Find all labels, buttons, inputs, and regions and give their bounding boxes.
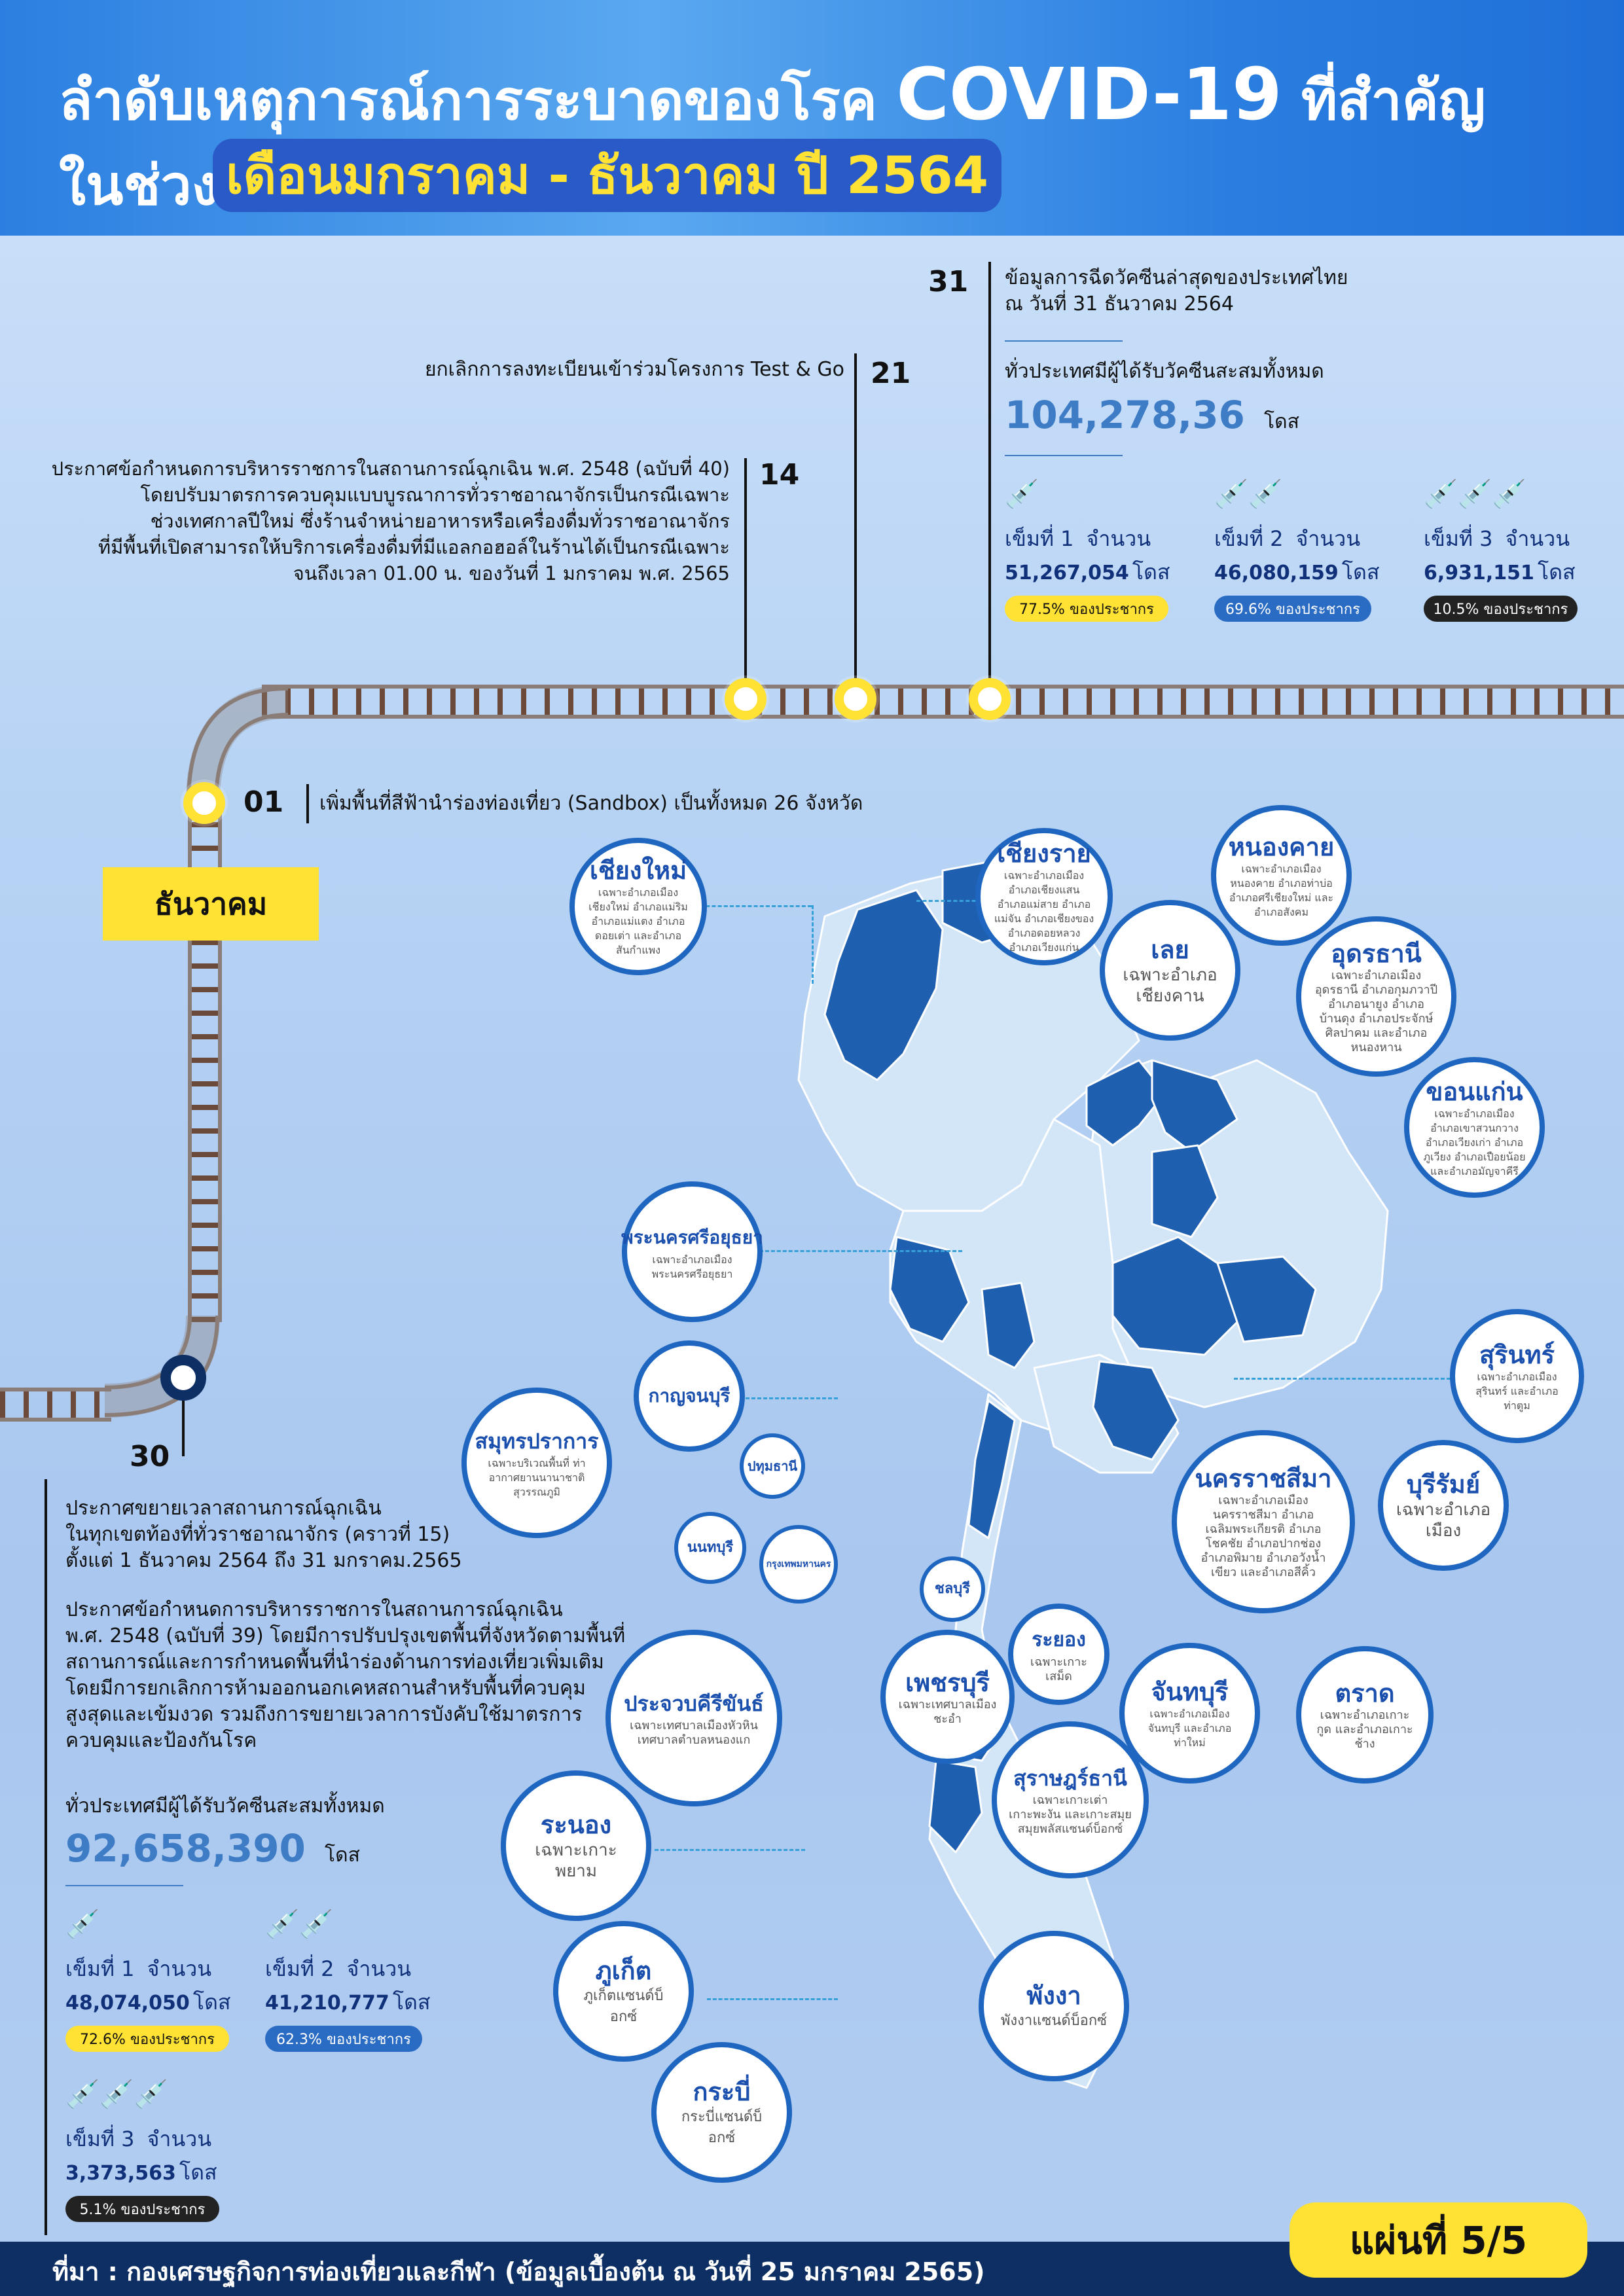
event-31-rule-2 bbox=[1005, 455, 1123, 456]
event-30-rule bbox=[65, 1885, 183, 1886]
province-phuket: ภูเก็ต ภูเก็ตแซนด์บ็อกซ์ bbox=[553, 1921, 694, 2062]
province-kanchanaburi: กาญจนบุรี bbox=[634, 1340, 745, 1452]
dose-block-30-1: 💉 เข็มที่ 1 จำนวน 48,074,050 โดส 72.6% ข… bbox=[65, 1908, 262, 2052]
event-21-text: ยกเลิกการลงทะเบียนเข้าร่วมโครงการ Test &… bbox=[424, 358, 844, 381]
event-31-rule bbox=[1005, 340, 1123, 342]
syringe-icon: 💉💉💉 bbox=[65, 2078, 168, 2110]
syringe-icon: 💉 bbox=[65, 1908, 100, 1940]
pct-badge: 72.6% ของประชากร bbox=[65, 2026, 229, 2052]
event-14-line bbox=[744, 458, 747, 694]
event-30-line bbox=[182, 1401, 185, 1456]
event-30-day: 30 bbox=[130, 1440, 170, 1473]
event-01-line bbox=[306, 784, 309, 823]
event-01-day: 01 bbox=[244, 785, 284, 819]
connector bbox=[916, 900, 982, 902]
province-rayong: ระยอง เฉพาะเกาะเสม็ด bbox=[1008, 1604, 1110, 1705]
event-01-marker bbox=[183, 782, 225, 824]
dose-block-30-2: 💉💉 เข็มที่ 2 จำนวน 41,210,777 โดส 62.3% … bbox=[265, 1908, 461, 2052]
province-chiangrai: เชียงราย เฉพาะอำเภอเมือง อำเภอเชียงแสน อำ… bbox=[975, 828, 1113, 965]
event-14-day: 14 bbox=[759, 458, 800, 492]
province-ayutthaya: พระนครศรีอยุธยา เฉพาะอำเภอเมือง พระนครศรี… bbox=[621, 1181, 763, 1322]
month-label: ธันวาคม bbox=[103, 867, 319, 941]
province-nonthaburi: นนทบุรี bbox=[674, 1512, 746, 1584]
page-title: ลำดับเหตุการณ์การระบาดของโรค COVID-19 ที… bbox=[59, 52, 1486, 136]
event-31-line bbox=[988, 262, 991, 694]
pct-badge: 5.1% ของประชากร bbox=[65, 2196, 219, 2222]
province-krabi: กระบี่ กระบี่แซนด์บ็อกซ์ bbox=[651, 2042, 792, 2183]
province-trat: ตราด เฉพาะอำเภอเกาะกูด และอำเภอเกาะช้าง bbox=[1296, 1646, 1434, 1784]
event-31-total-label: ทั่วประเทศมีผู้ได้รับวัคซีนสะสมทั้งหมด bbox=[1005, 360, 1324, 383]
period-prefix: ในช่วง bbox=[59, 153, 219, 217]
province-suratthani: สุราษฎร์ธานี เฉพาะเกาะเต่า เกาะพะงัน และเ… bbox=[992, 1721, 1149, 1878]
pct-badge: 62.3% ของประชากร bbox=[265, 2026, 422, 2052]
connector bbox=[655, 1849, 805, 1851]
connector bbox=[694, 905, 812, 907]
map-province-chanthaburi-trat bbox=[1092, 1360, 1180, 1461]
province-nakhonratchasima: นครราชสีมา เฉพาะอำเภอเมืองนครราชสีมา อำเภ… bbox=[1172, 1430, 1355, 1613]
dose-block-30-3: 💉💉💉 เข็มที่ 3 จำนวน 3,373,563 โดส 5.1% ข… bbox=[65, 2078, 262, 2222]
province-khonkaen: ขอนแก่น เฉพาะอำเภอเมือง อำเภอเขาสวนกวาง อ… bbox=[1404, 1057, 1545, 1198]
dose-block-31-3: 💉💉💉 เข็มที่ 3 จำนวน 6,931,151 โดส 10.5% … bbox=[1424, 478, 1620, 622]
connector bbox=[1234, 1378, 1456, 1380]
pct-badge: 10.5% ของประชากร bbox=[1424, 596, 1578, 622]
map-province-chiangmai bbox=[823, 889, 944, 1081]
period-pill: เดือนมกราคม - ธันวาคม ปี 2564 bbox=[213, 139, 1001, 212]
province-bangkok: กรุงเทพมหานคร bbox=[759, 1525, 838, 1604]
event-30-total-label: ทั่วประเทศมีผู้ได้รับวัคซีนสะสมทั้งหมด bbox=[65, 1795, 385, 1818]
connector bbox=[759, 1250, 962, 1252]
rail-track-top bbox=[262, 685, 1624, 719]
province-buriram: บุรีรัมย์ เฉพาะอำเภอเมือง bbox=[1378, 1440, 1509, 1571]
province-nongkhai: หนองคาย เฉพาะอำเภอเมืองหนองคาย อำเภอท่าบ่… bbox=[1211, 805, 1352, 946]
sheet-number: แผ่นที่ 5/5 bbox=[1290, 2202, 1587, 2278]
event-14-marker bbox=[725, 678, 767, 720]
event-30-long-line bbox=[45, 1479, 47, 2235]
syringe-icon: 💉 bbox=[1005, 478, 1039, 510]
province-chiangmai: เชียงใหม่ เฉพาะอำเภอเมืองเชียงใหม่ อำเภอแ… bbox=[569, 838, 707, 975]
rail-track-bottom bbox=[0, 1388, 111, 1422]
event-31-day: 31 bbox=[928, 265, 969, 298]
province-pathumthani: ปทุมธานี bbox=[740, 1433, 805, 1499]
connector bbox=[740, 1397, 838, 1399]
dose-block-31-2: 💉💉 เข็มที่ 2 จำนวน 46,080,159 โดส 69.6% … bbox=[1214, 478, 1411, 622]
connector bbox=[812, 905, 814, 984]
province-udonthani: อุดรธานี เฉพาะอำเภอเมืองอุดรธานี อำเภอกุม… bbox=[1296, 916, 1456, 1077]
event-30-para-1: ประกาศขยายเวลาสถานการณ์ฉุกเฉิน ในทุกเขตท… bbox=[65, 1497, 462, 1572]
map-province-ayutthaya-bkk bbox=[981, 1282, 1036, 1369]
event-31-text: ข้อมูลการฉีดวัคซีนล่าสุดของประเทศไทย ณ ว… bbox=[1005, 266, 1348, 315]
map-province-phangnga-phuket-krabi bbox=[928, 1759, 983, 1854]
event-21-marker bbox=[835, 678, 876, 720]
province-ranong: ระนอง เฉพาะเกาะพยาม bbox=[501, 1770, 651, 1921]
province-prachuap: ประจวบคีรีขันธ์ เฉพาะเทศบาลเมืองหัวหิน เท… bbox=[605, 1630, 782, 1806]
map-province-buriram-surin bbox=[1216, 1255, 1317, 1343]
event-21-line bbox=[854, 353, 857, 694]
map-province-loei bbox=[1085, 1059, 1166, 1147]
dose-block-31-1: 💉 เข็มที่ 1 จำนวน 51,267,054 โดส 77.5% ข… bbox=[1005, 478, 1201, 622]
province-chonburi: ชลบุรี bbox=[920, 1556, 985, 1622]
map-province-prachuap bbox=[967, 1399, 1016, 1539]
province-phangnga: พังงา พังงาแซนด์บ็อกซ์ bbox=[979, 1931, 1129, 2081]
province-surin: สุรินทร์ เฉพาะอำเภอเมืองสุรินทร์ และอำเภอ… bbox=[1450, 1309, 1584, 1443]
syringe-icon: 💉💉 bbox=[265, 1908, 334, 1940]
province-phetchaburi: เพชรบุรี เฉพาะเทศบาลเมืองชะอำ bbox=[880, 1630, 1015, 1764]
event-30-para-2: ประกาศข้อกำหนดการบริหารราชการในสถานการณ์… bbox=[65, 1598, 626, 1752]
province-loei: เลย เฉพาะอำเภอ เชียงคาน bbox=[1100, 900, 1240, 1041]
pct-badge: 77.5% ของประชากร bbox=[1005, 596, 1168, 622]
event-21-day: 21 bbox=[871, 357, 911, 390]
connector bbox=[707, 1998, 838, 2000]
rail-curve-top bbox=[186, 685, 288, 802]
event-30-total: 92,658,390 โดส bbox=[65, 1826, 360, 1871]
map-province-khonkaen bbox=[1151, 1144, 1219, 1238]
province-chanthaburi: จันทบุรี เฉพาะอำเภอเมืองจันทบุรี และอำเภอ… bbox=[1119, 1643, 1260, 1784]
event-14-text: ประกาศข้อกำหนดการบริหารราชการในสถานการณ์… bbox=[51, 457, 730, 584]
event-01-text: เพิ่มพื้นที่สีฟ้านำร่องท่องเที่ยว (Sandb… bbox=[319, 792, 863, 815]
syringe-icon: 💉💉💉 bbox=[1424, 478, 1526, 510]
map-province-korat bbox=[1111, 1236, 1245, 1356]
syringe-icon: 💉💉 bbox=[1214, 478, 1283, 510]
province-samutprakan: สมุทรปราการ เฉพาะบริเวณพื้นที่ ท่าอากาศยา… bbox=[461, 1388, 612, 1538]
pct-badge: 69.6% ของประชากร bbox=[1214, 596, 1371, 622]
source-text: ที่มา : กองเศรษฐกิจการท่องเที่ยวและกีฬา … bbox=[52, 2257, 985, 2286]
event-31-marker bbox=[969, 678, 1011, 720]
event-30-marker bbox=[160, 1355, 206, 1401]
event-31-total: 104,278,36 โดส bbox=[1005, 393, 1299, 437]
